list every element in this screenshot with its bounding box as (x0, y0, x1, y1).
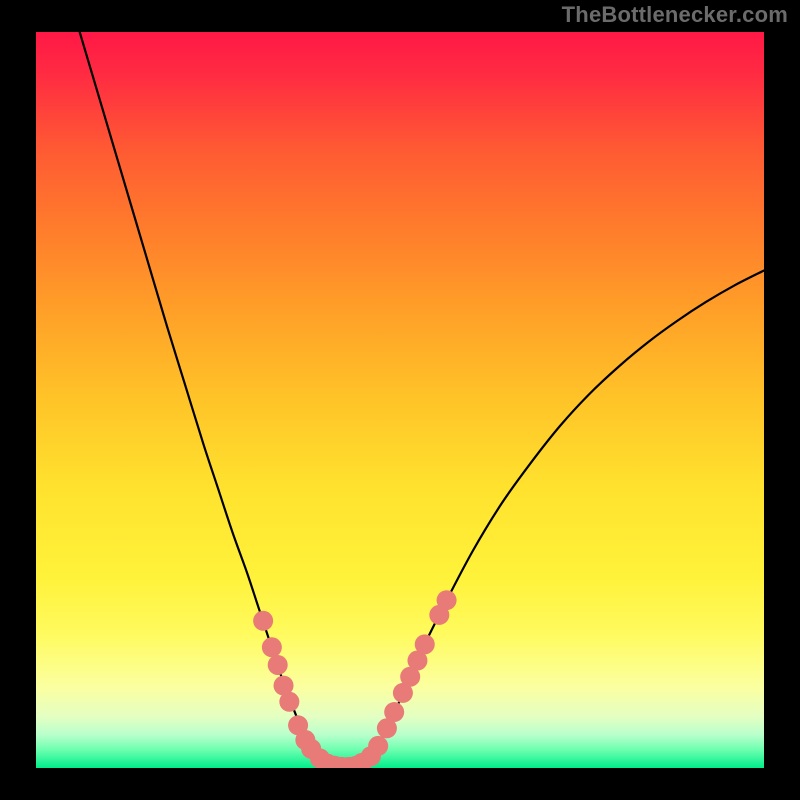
data-marker (268, 655, 288, 675)
data-marker (415, 634, 435, 654)
chart-stage: TheBottlenecker.com (0, 0, 800, 800)
data-marker (262, 637, 282, 657)
data-marker (384, 702, 404, 722)
data-marker (368, 736, 388, 756)
plot-background (36, 32, 764, 768)
bottleneck-chart (0, 0, 800, 800)
data-marker (279, 692, 299, 712)
data-marker (437, 590, 457, 610)
data-marker (253, 611, 273, 631)
